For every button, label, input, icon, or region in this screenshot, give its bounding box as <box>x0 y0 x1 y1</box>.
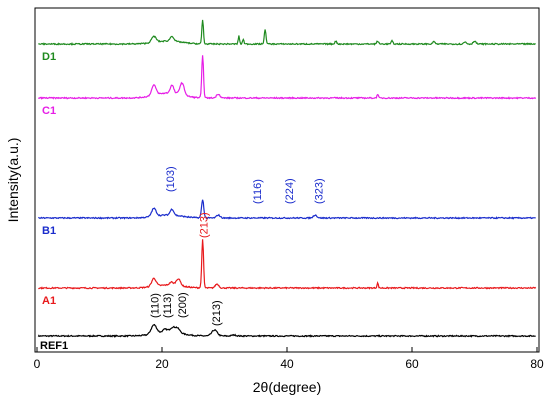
series-label-c1: C1 <box>42 105 56 117</box>
series-line-ref1 <box>37 323 536 338</box>
peak-label: (110) <box>150 293 162 318</box>
peak-label: (213) <box>211 300 223 326</box>
x-tick-label: 20 <box>155 357 169 371</box>
series-labels: REF1 A1 B1 C1 D1 <box>40 51 68 352</box>
series-label-a1: A1 <box>42 295 56 307</box>
series-traces <box>37 19 537 338</box>
peak-label: (103) <box>165 166 177 192</box>
series-line-d1 <box>38 19 536 46</box>
x-tick-label: 40 <box>280 357 294 371</box>
x-tick-label: 80 <box>530 357 544 371</box>
peak-label: (116) <box>252 179 264 204</box>
series-line-b1 <box>38 199 536 220</box>
series-label-ref1: REF1 <box>40 340 68 352</box>
peak-annotations: (110) (113) (200) (213) (213) (103) (116) (224)… <box>150 166 326 326</box>
x-tick-label: 0 <box>34 357 41 371</box>
series-line-a1 <box>38 239 537 290</box>
peak-label: (323) <box>313 178 325 204</box>
x-axis-title: 2θ(degree) <box>253 379 322 395</box>
series-label-d1: D1 <box>42 51 56 63</box>
peak-label: (200) <box>177 292 189 318</box>
series-label-b1: B1 <box>42 225 56 237</box>
peak-label: (213) <box>198 212 210 238</box>
peak-label: (224) <box>284 178 296 204</box>
series-line-c1 <box>37 55 537 100</box>
x-axis-ticks: 0 20 40 60 80 <box>34 347 544 371</box>
y-axis-title: Intensity(a.u.) <box>5 138 21 223</box>
peak-label: (113) <box>162 293 174 318</box>
x-tick-label: 60 <box>405 357 419 371</box>
